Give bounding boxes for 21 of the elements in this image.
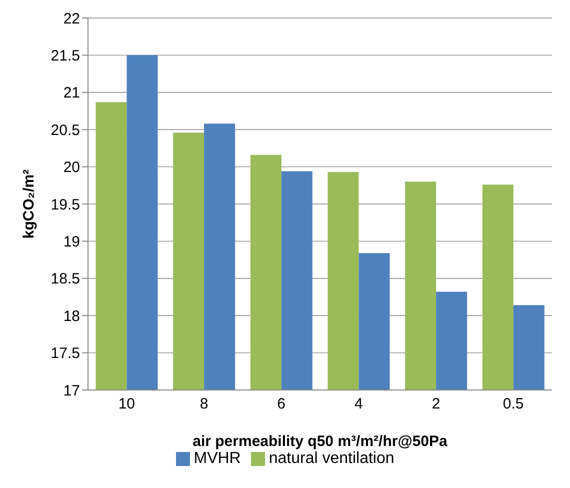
y-tick-label: 20 <box>63 159 80 176</box>
y-tick-label: 17 <box>63 382 80 400</box>
x-tick-label: 0.5 <box>502 396 524 413</box>
y-tick-label: 21.5 <box>50 48 80 65</box>
x-tick-label: 4 <box>354 396 363 413</box>
x-axis-title: air permeability q50 m³/m²/hr@50Pa <box>192 433 448 450</box>
y-tick-label: 17.5 <box>50 345 80 362</box>
y-tick-label: 18.5 <box>50 270 80 288</box>
legend-label: natural ventilation <box>268 450 394 467</box>
x-tick-label: 8 <box>200 396 208 413</box>
y-tick-label: 22 <box>63 10 80 28</box>
x-tick-label: 10 <box>118 396 136 413</box>
legend-label: MVHR <box>194 450 241 467</box>
y-tick-label: 18 <box>63 308 80 325</box>
y-tick-label: 19 <box>63 234 80 251</box>
x-tick-label: 2 <box>432 396 440 413</box>
y-tick-label: 20.5 <box>50 122 80 139</box>
y-tick-label: 19.5 <box>50 196 80 214</box>
x-tick-label: 6 <box>277 396 286 413</box>
y-axis-title: kgCO₂/m² <box>20 169 38 239</box>
y-tick-label: 21 <box>63 84 80 102</box>
